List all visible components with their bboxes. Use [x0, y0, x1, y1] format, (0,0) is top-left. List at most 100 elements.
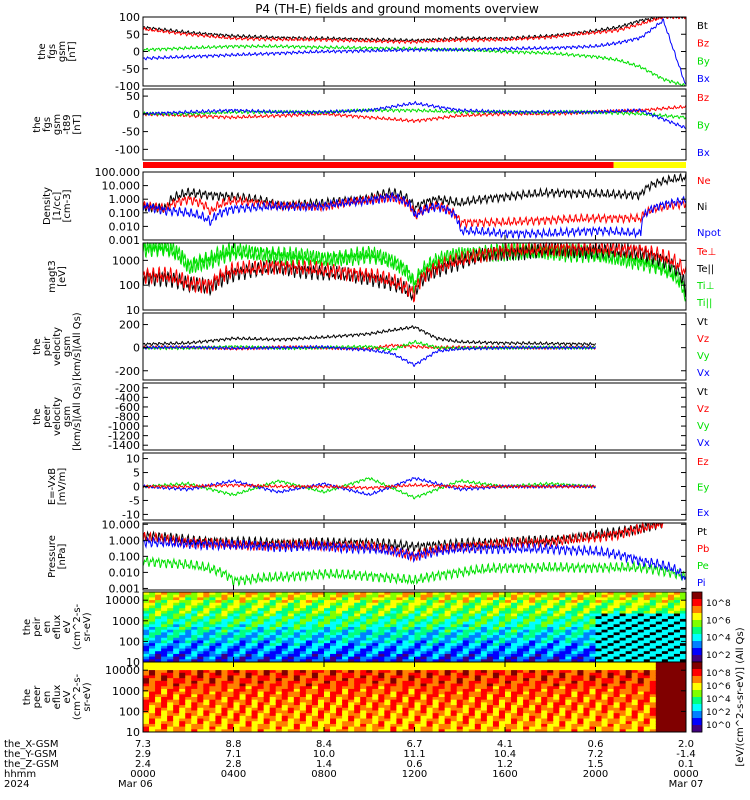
spectrogram-cell — [149, 721, 156, 725]
spectrogram-cell — [251, 621, 259, 625]
spectrogram-cell — [191, 675, 198, 679]
spectrogram-cell — [197, 680, 204, 685]
spectrogram-cell — [209, 678, 216, 682]
spectrogram-cell — [360, 678, 367, 682]
spectrogram-cell — [505, 675, 512, 679]
spectrogram-cell — [529, 602, 536, 607]
spectrogram-cell — [492, 675, 500, 679]
y-tick-label: 50 — [126, 28, 140, 41]
spectrogram-cell — [619, 618, 627, 623]
spectrogram-cell — [541, 637, 548, 642]
spectrogram-cell — [408, 702, 416, 706]
spectrogram-cell — [661, 610, 669, 615]
spectrogram-cell — [215, 667, 223, 671]
spectrogram-cell — [330, 678, 337, 682]
spectrogram-cell — [408, 680, 416, 685]
spectrogram-cell — [342, 710, 349, 714]
spectrogram-cell — [589, 659, 597, 662]
spectrogram-cell — [661, 707, 669, 712]
spectrogram-cell — [311, 613, 319, 617]
spectrogram-cell — [215, 648, 223, 652]
spectrogram-cell — [209, 651, 216, 655]
spectrogram-cell — [559, 680, 566, 685]
spectrogram-cell — [577, 621, 585, 625]
spectrogram-cell — [667, 602, 675, 607]
spectrogram-cell — [474, 648, 482, 652]
spectrogram-cell — [438, 640, 446, 644]
spectrogram-cell — [251, 694, 259, 698]
spectrogram-cell — [221, 729, 229, 732]
spectrogram-cell — [161, 600, 168, 604]
spectrogram-cell — [354, 645, 361, 650]
spectrogram-cell — [305, 653, 313, 658]
spectrogram-cell — [517, 705, 524, 709]
spectrogram-cell — [456, 616, 464, 620]
spectrogram-cell — [209, 613, 216, 617]
spectrogram-cell — [655, 592, 663, 596]
spectrogram-cell — [643, 694, 651, 698]
spectrogram-cell — [456, 637, 464, 642]
spectrogram-cell — [336, 686, 343, 690]
y-axis-label-line: [km/s](All Qs) — [72, 312, 83, 380]
spectrogram-cell — [143, 678, 150, 682]
spectrogram-cell — [559, 643, 566, 647]
spectrogram-cell — [191, 691, 198, 695]
spectrogram-cell — [625, 648, 633, 652]
spectrogram-cell — [311, 707, 319, 712]
spectrogram-cell — [330, 621, 337, 625]
spectrogram-cell — [631, 632, 639, 636]
spectrogram-cell — [215, 718, 223, 722]
colorbar-tick-label: 10^8 — [706, 599, 731, 609]
spectrogram-cell — [420, 624, 428, 628]
spectrogram-cell — [299, 635, 307, 639]
spectrogram-cell — [354, 618, 361, 623]
spectrogram-cell — [541, 702, 548, 706]
spectrogram-cell — [492, 688, 500, 693]
spectrogram-cell — [468, 659, 476, 662]
spectrogram-cell — [384, 618, 391, 623]
spectrogram-cell — [396, 610, 404, 615]
spectrogram-cell — [269, 624, 277, 628]
spectrogram-cell — [305, 675, 313, 679]
spectrogram-cell — [595, 637, 603, 642]
spectrogram-cell — [511, 707, 518, 712]
spectrogram-cell — [498, 691, 506, 695]
spectrogram-cell — [209, 705, 216, 709]
spectrogram-cell — [299, 699, 307, 703]
spectrogram-cell — [390, 624, 397, 628]
spectrogram-cell — [426, 680, 434, 685]
spectrogram-cell — [565, 715, 572, 720]
spectrogram-cell — [565, 613, 572, 617]
spectrogram-cell — [673, 632, 681, 636]
spectrogram-cell — [366, 645, 373, 650]
spectrogram-cell — [625, 678, 633, 682]
spectrogram-cell — [559, 632, 566, 636]
spectrogram-cell — [173, 651, 180, 655]
spectrogram-cell — [354, 648, 361, 652]
spectrogram-cell — [529, 699, 536, 703]
panel-frame — [142, 452, 687, 521]
spectrogram-cell — [571, 678, 578, 682]
spectrogram-cell — [444, 605, 452, 609]
spectrogram-cell — [607, 637, 615, 642]
spectrogram-cell — [203, 680, 210, 685]
spectrogram-cell — [625, 610, 633, 615]
spectrogram-cell — [607, 675, 615, 679]
spectrogram-cell — [305, 705, 313, 709]
spectrogram-cell — [498, 702, 506, 706]
spectrogram-cell — [529, 707, 536, 712]
spectrogram-cell — [191, 635, 198, 639]
spectrogram-cell — [480, 624, 488, 628]
spectrogram-cell — [408, 726, 416, 730]
spectrogram-cell — [215, 680, 223, 685]
spectrogram-cell — [583, 713, 591, 717]
spectrogram-cell — [486, 705, 494, 709]
spectrogram-cell — [360, 616, 367, 620]
spectrogram-cell — [149, 605, 156, 609]
spectrogram-cell — [287, 627, 295, 631]
spectrogram-cell — [505, 613, 512, 617]
spectrogram-cell — [498, 613, 506, 617]
spectrogram-cell — [480, 678, 488, 682]
spectrogram-cell — [523, 680, 530, 685]
